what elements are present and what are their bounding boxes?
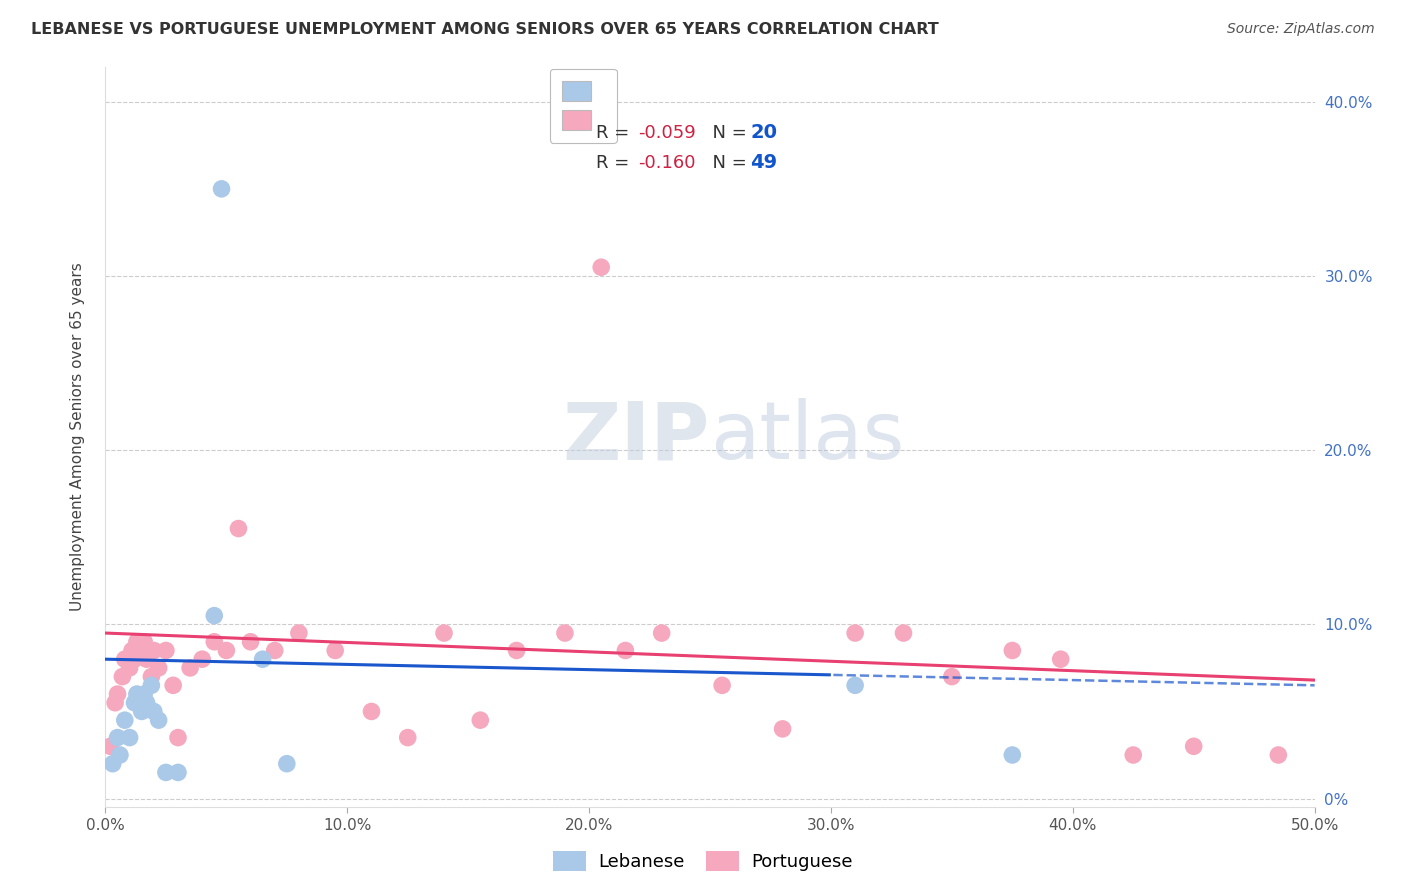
Point: [111, 670, 134, 684]
Point: [108, 747, 131, 762]
Point: [1182, 739, 1205, 754]
Point: [1001, 747, 1024, 762]
Point: [651, 626, 673, 640]
Legend: , : ,: [550, 69, 617, 143]
Point: [118, 661, 141, 675]
Point: [125, 687, 148, 701]
Point: [893, 626, 915, 640]
Point: [124, 652, 146, 666]
Point: [202, 634, 225, 648]
Point: [591, 260, 613, 275]
Point: [135, 652, 157, 666]
Point: [155, 765, 177, 780]
Point: [263, 643, 285, 657]
Text: ZIP: ZIP: [562, 398, 710, 476]
Point: [276, 756, 298, 771]
Point: [288, 626, 311, 640]
Legend: Lebanese, Portuguese: Lebanese, Portuguese: [546, 844, 860, 879]
Point: [396, 731, 419, 745]
Text: 49: 49: [751, 153, 778, 172]
Point: [191, 652, 214, 666]
Point: [614, 643, 637, 657]
Point: [134, 687, 156, 701]
Text: R =: R =: [596, 124, 634, 142]
Point: [1001, 643, 1024, 657]
Point: [148, 713, 170, 727]
Point: [167, 765, 190, 780]
Point: [239, 634, 262, 648]
Text: 20: 20: [751, 123, 778, 143]
Point: [711, 678, 734, 692]
Point: [167, 731, 190, 745]
Point: [131, 643, 153, 657]
Point: [323, 643, 346, 657]
Point: [114, 713, 136, 727]
Point: [131, 705, 153, 719]
Point: [1122, 747, 1144, 762]
Text: atlas: atlas: [710, 398, 904, 476]
Point: [141, 670, 163, 684]
Point: [941, 670, 963, 684]
Y-axis label: Unemployment Among Seniors over 65 years: Unemployment Among Seniors over 65 years: [70, 263, 84, 611]
Point: [142, 705, 165, 719]
Point: [228, 522, 250, 536]
Point: [155, 643, 177, 657]
Point: [554, 626, 576, 640]
Point: [252, 652, 274, 666]
Point: [772, 722, 794, 736]
Point: [211, 182, 233, 196]
Text: R =: R =: [596, 153, 634, 171]
Text: -0.160: -0.160: [638, 153, 696, 171]
Point: [215, 643, 238, 657]
Point: [470, 713, 492, 727]
Point: [162, 678, 184, 692]
Point: [141, 678, 163, 692]
Point: [1267, 747, 1289, 762]
Point: [98, 739, 121, 754]
Point: [101, 756, 124, 771]
Point: [844, 678, 866, 692]
Point: [142, 643, 165, 657]
Point: [107, 687, 129, 701]
Point: [179, 661, 201, 675]
Text: -0.059: -0.059: [638, 124, 696, 142]
Point: [505, 643, 527, 657]
Point: [118, 731, 141, 745]
Point: [121, 643, 143, 657]
Point: [360, 705, 382, 719]
Point: [135, 696, 157, 710]
Point: [202, 608, 225, 623]
Point: [104, 696, 127, 710]
Point: [1049, 652, 1071, 666]
Text: N =: N =: [702, 124, 752, 142]
Point: [124, 696, 146, 710]
Text: N =: N =: [702, 153, 752, 171]
Point: [107, 731, 129, 745]
Point: [433, 626, 456, 640]
Point: [134, 634, 156, 648]
Point: [148, 661, 170, 675]
Text: Source: ZipAtlas.com: Source: ZipAtlas.com: [1227, 22, 1375, 37]
Point: [844, 626, 866, 640]
Text: LEBANESE VS PORTUGUESE UNEMPLOYMENT AMONG SENIORS OVER 65 YEARS CORRELATION CHAR: LEBANESE VS PORTUGUESE UNEMPLOYMENT AMON…: [31, 22, 939, 37]
Point: [125, 634, 148, 648]
Point: [114, 652, 136, 666]
